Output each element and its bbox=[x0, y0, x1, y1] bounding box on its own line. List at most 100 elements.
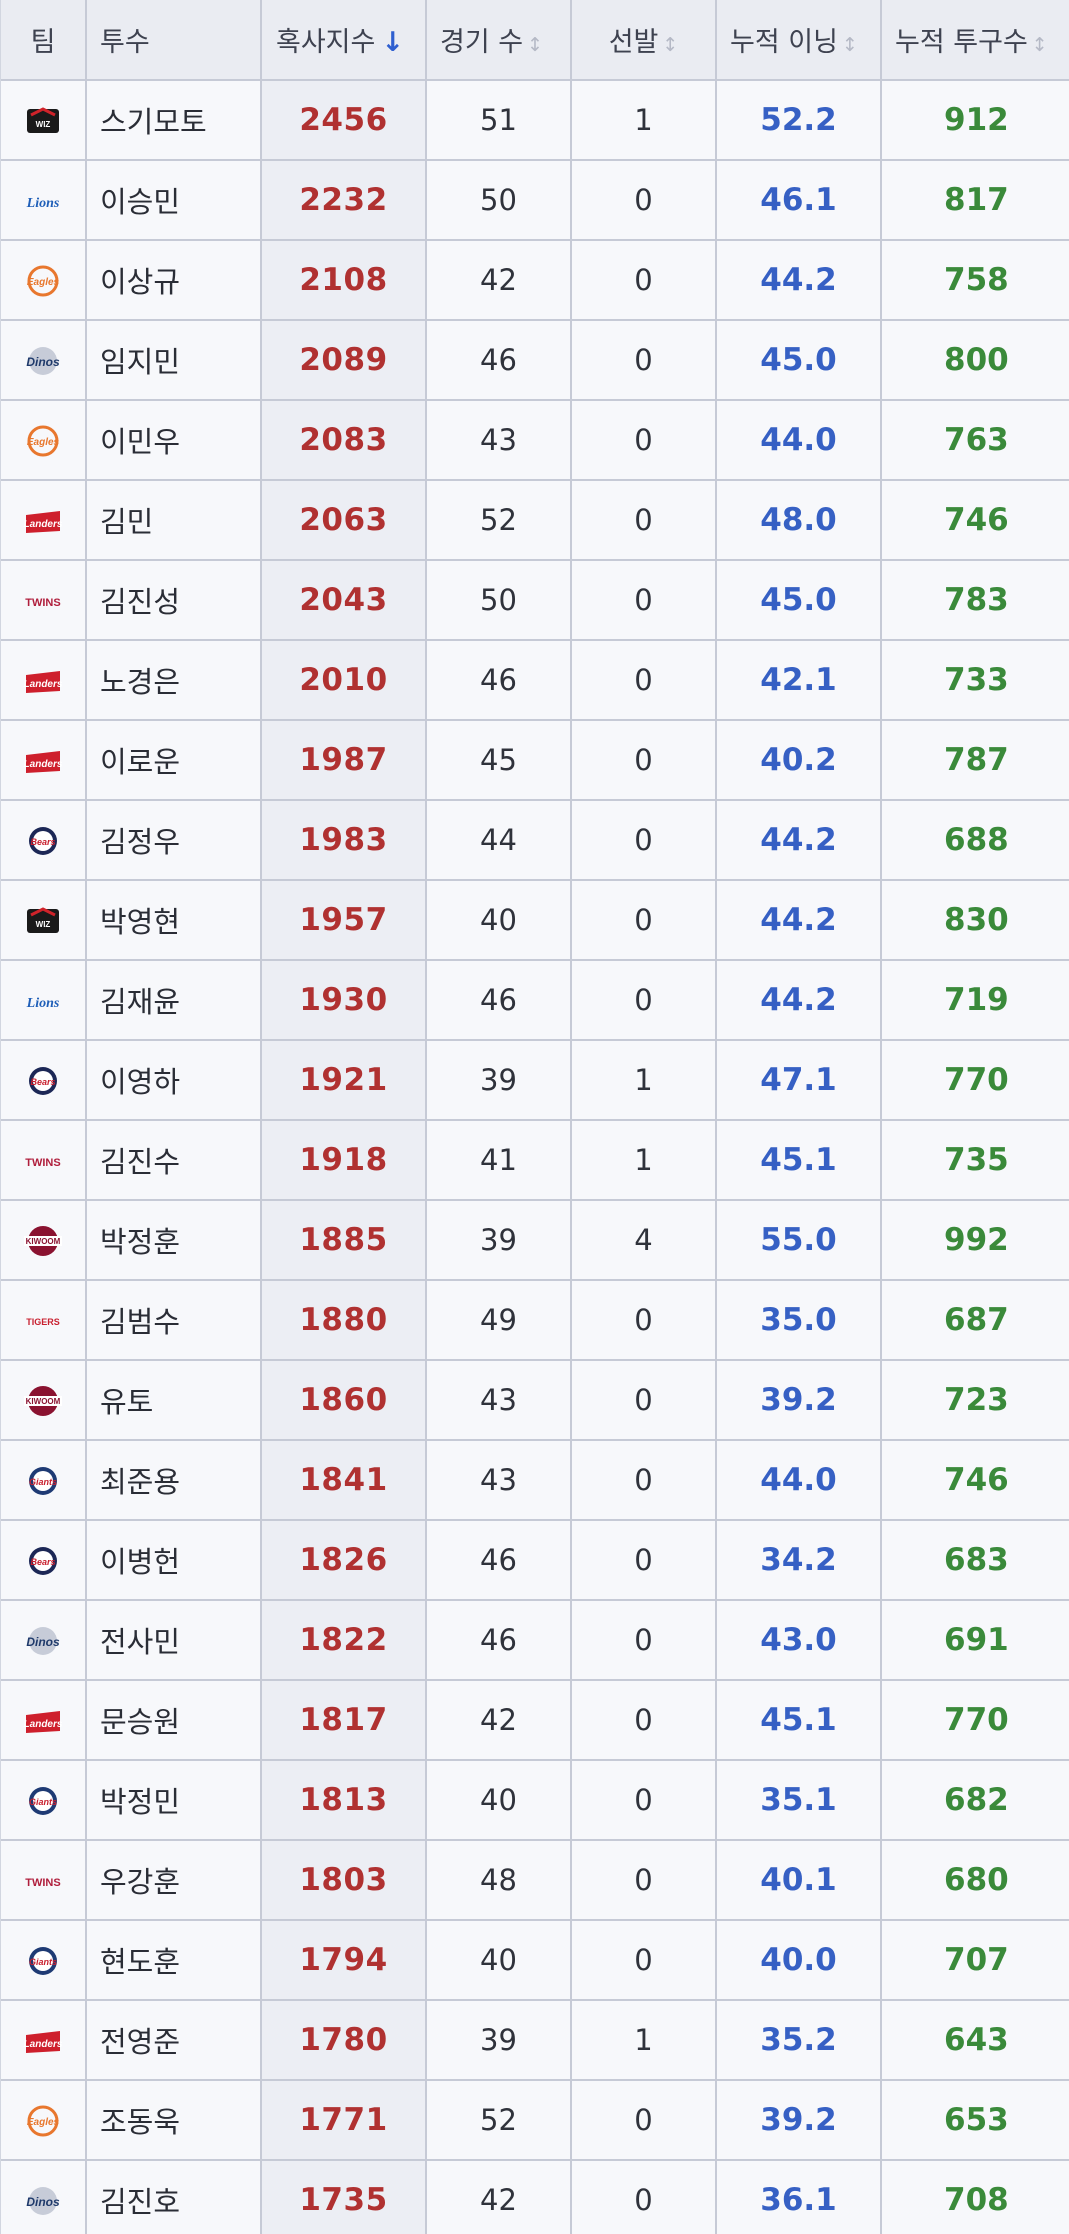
twins-logo-icon[interactable]: TWINS bbox=[23, 1864, 63, 1898]
twins-logo-icon[interactable]: TWINS bbox=[23, 584, 63, 618]
table-row[interactable]: KIWOOM 유토 1860 43 0 39.2 723 bbox=[1, 1360, 1069, 1441]
bears-logo-icon[interactable]: Bears bbox=[23, 824, 63, 858]
landers-logo-icon[interactable]: Landers bbox=[23, 744, 63, 778]
team-logo-cell[interactable]: Eagles bbox=[1, 2080, 87, 2161]
dinos-logo-icon[interactable]: Dinos bbox=[23, 344, 63, 378]
team-logo-cell[interactable]: Bears bbox=[1, 800, 87, 881]
overuse-index-value: 1841 bbox=[299, 1462, 388, 1498]
table-row[interactable]: Giants 박정민 1813 40 0 35.1 682 bbox=[1, 1760, 1069, 1841]
column-header-starts[interactable]: 선발 ↕ bbox=[571, 0, 717, 81]
sort-icon[interactable]: ↕ bbox=[1031, 34, 1048, 56]
table-row[interactable]: Dinos 임지민 2089 46 0 45.0 800 bbox=[1, 320, 1069, 401]
team-logo-cell[interactable]: Landers bbox=[1, 640, 87, 721]
innings-cell: 40.0 bbox=[716, 1920, 882, 2001]
landers-logo-icon[interactable]: Landers bbox=[23, 1704, 63, 1738]
sort-icon[interactable]: ↕ bbox=[527, 34, 544, 56]
team-logo-cell[interactable]: Bears bbox=[1, 1520, 87, 1601]
sort-icon[interactable]: ↕ bbox=[662, 34, 679, 56]
column-header-index[interactable]: 혹사지수 ↓ bbox=[261, 0, 427, 81]
eagles-logo-icon[interactable]: Eagles bbox=[23, 2104, 63, 2138]
team-logo-cell[interactable]: Eagles bbox=[1, 240, 87, 321]
team-logo-cell[interactable]: Lions bbox=[1, 160, 87, 241]
eagles-logo-icon[interactable]: Eagles bbox=[23, 264, 63, 298]
giants-logo-icon[interactable]: Giants bbox=[23, 1784, 63, 1818]
team-logo-cell[interactable]: TIGERS bbox=[1, 1280, 87, 1361]
lions-logo-icon[interactable]: Lions bbox=[23, 184, 63, 218]
column-header-pitcher[interactable]: 투수 bbox=[86, 0, 262, 81]
team-logo-cell[interactable]: TWINS bbox=[1, 1120, 87, 1201]
table-row[interactable]: Landers 전영준 1780 39 1 35.2 643 bbox=[1, 2000, 1069, 2081]
sort-icon[interactable]: ↕ bbox=[841, 34, 858, 56]
table-row[interactable]: Dinos 전사민 1822 46 0 43.0 691 bbox=[1, 1600, 1069, 1681]
table-row[interactable]: WIZ 박영현 1957 40 0 44.2 830 bbox=[1, 880, 1069, 961]
table-row[interactable]: KIWOOM 박정훈 1885 39 4 55.0 992 bbox=[1, 1200, 1069, 1281]
team-logo-cell[interactable]: Dinos bbox=[1, 1600, 87, 1681]
team-logo-cell[interactable]: Dinos bbox=[1, 320, 87, 401]
team-logo-cell[interactable]: Landers bbox=[1, 480, 87, 561]
team-logo-cell[interactable]: WIZ bbox=[1, 80, 87, 161]
pitches-cell: 912 bbox=[881, 80, 1069, 161]
team-logo-cell[interactable]: Giants bbox=[1, 1920, 87, 2001]
table-row[interactable]: Eagles 이상규 2108 42 0 44.2 758 bbox=[1, 240, 1069, 321]
giants-logo-icon[interactable]: Giants bbox=[23, 1464, 63, 1498]
team-logo-cell[interactable]: Landers bbox=[1, 2000, 87, 2081]
dinos-logo-icon[interactable]: Dinos bbox=[23, 1624, 63, 1658]
table-row[interactable]: Eagles 이민우 2083 43 0 44.0 763 bbox=[1, 400, 1069, 481]
table-row[interactable]: Bears 이병헌 1826 46 0 34.2 683 bbox=[1, 1520, 1069, 1601]
column-header-team[interactable]: 팀 bbox=[1, 0, 87, 81]
eagles-logo-icon[interactable]: Eagles bbox=[23, 424, 63, 458]
sort-descending-icon[interactable]: ↓ bbox=[381, 27, 404, 58]
table-row[interactable]: Lions 이승민 2232 50 0 46.1 817 bbox=[1, 160, 1069, 241]
landers-logo-icon[interactable]: Landers bbox=[23, 504, 63, 538]
team-logo-cell[interactable]: Landers bbox=[1, 1680, 87, 1761]
team-logo-cell[interactable]: TWINS bbox=[1, 1840, 87, 1921]
team-logo-cell[interactable]: Bears bbox=[1, 1040, 87, 1121]
team-logo-cell[interactable]: Lions bbox=[1, 960, 87, 1041]
innings-cell: 39.2 bbox=[716, 2080, 882, 2161]
table-row[interactable]: TWINS 김진성 2043 50 0 45.0 783 bbox=[1, 560, 1069, 641]
team-logo-cell[interactable]: Giants bbox=[1, 1760, 87, 1841]
games-value: 39 bbox=[480, 1223, 517, 1257]
table-row[interactable]: Giants 현도훈 1794 40 0 40.0 707 bbox=[1, 1920, 1069, 2001]
starts-cell: 0 bbox=[571, 1600, 717, 1681]
games-value: 43 bbox=[480, 1463, 517, 1497]
column-header-games[interactable]: 경기 수 ↕ bbox=[426, 0, 572, 81]
lions-logo-icon[interactable]: Lions bbox=[23, 984, 63, 1018]
team-logo-cell[interactable]: TWINS bbox=[1, 560, 87, 641]
column-header-pitches[interactable]: 누적 투구수 ↕ bbox=[881, 0, 1069, 81]
table-row[interactable]: Landers 김민 2063 52 0 48.0 746 bbox=[1, 480, 1069, 561]
table-row[interactable]: Eagles 조동욱 1771 52 0 39.2 653 bbox=[1, 2080, 1069, 2161]
twins-logo-icon[interactable]: TWINS bbox=[23, 1144, 63, 1178]
table-row[interactable]: Giants 최준용 1841 43 0 44.0 746 bbox=[1, 1440, 1069, 1521]
giants-logo-icon[interactable]: Giants bbox=[23, 1944, 63, 1978]
landers-logo-icon[interactable]: Landers bbox=[23, 664, 63, 698]
team-logo-cell[interactable]: Dinos bbox=[1, 2160, 87, 2234]
team-logo-cell[interactable]: Giants bbox=[1, 1440, 87, 1521]
kt-logo-icon[interactable]: WIZ bbox=[23, 904, 63, 938]
table-row[interactable]: TIGERS 김범수 1880 49 0 35.0 687 bbox=[1, 1280, 1069, 1361]
bears-logo-icon[interactable]: Bears bbox=[23, 1064, 63, 1098]
table-row[interactable]: Dinos 김진호 1735 42 0 36.1 708 bbox=[1, 2160, 1069, 2234]
kiwoom-logo-icon[interactable]: KIWOOM bbox=[23, 1224, 63, 1258]
table-row[interactable]: Landers 노경은 2010 46 0 42.1 733 bbox=[1, 640, 1069, 721]
team-logo-cell[interactable]: KIWOOM bbox=[1, 1360, 87, 1441]
dinos-logo-icon[interactable]: Dinos bbox=[23, 2184, 63, 2218]
landers-logo-icon[interactable]: Landers bbox=[23, 2024, 63, 2058]
team-logo-cell[interactable]: KIWOOM bbox=[1, 1200, 87, 1281]
table-row[interactable]: Landers 이로운 1987 45 0 40.2 787 bbox=[1, 720, 1069, 801]
team-logo-cell[interactable]: Landers bbox=[1, 720, 87, 801]
kiwoom-logo-icon[interactable]: KIWOOM bbox=[23, 1384, 63, 1418]
bears-logo-icon[interactable]: Bears bbox=[23, 1544, 63, 1578]
table-row[interactable]: WIZ 스기모토 2456 51 1 52.2 912 bbox=[1, 80, 1069, 161]
team-logo-cell[interactable]: WIZ bbox=[1, 880, 87, 961]
table-row[interactable]: Lions 김재윤 1930 46 0 44.2 719 bbox=[1, 960, 1069, 1041]
kt-logo-icon[interactable]: WIZ bbox=[23, 104, 63, 138]
table-row[interactable]: Bears 이영하 1921 39 1 47.1 770 bbox=[1, 1040, 1069, 1121]
table-row[interactable]: Landers 문승원 1817 42 0 45.1 770 bbox=[1, 1680, 1069, 1761]
team-logo-cell[interactable]: Eagles bbox=[1, 400, 87, 481]
tigers-logo-icon[interactable]: TIGERS bbox=[23, 1304, 63, 1338]
table-row[interactable]: TWINS 우강훈 1803 48 0 40.1 680 bbox=[1, 1840, 1069, 1921]
table-row[interactable]: Bears 김정우 1983 44 0 44.2 688 bbox=[1, 800, 1069, 881]
column-header-innings[interactable]: 누적 이닝 ↕ bbox=[716, 0, 882, 81]
table-row[interactable]: TWINS 김진수 1918 41 1 45.1 735 bbox=[1, 1120, 1069, 1201]
